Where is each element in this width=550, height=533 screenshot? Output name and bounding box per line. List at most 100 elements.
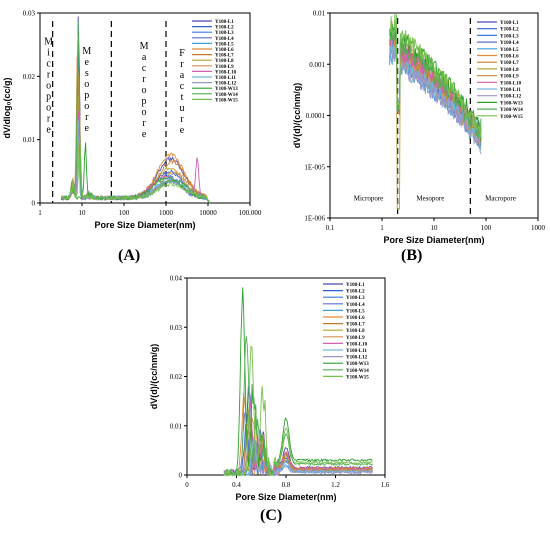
chart-c-legend-label: Y108-L4 <box>346 303 365 308</box>
chart-b-y-tick-label: 0.001 <box>309 61 325 69</box>
chart-a-x-tick-label: 1000 <box>159 209 174 217</box>
chart-c-legend-label: Y108-L9 <box>346 336 365 341</box>
chart-panel-c: 0 0.4 0.8 1.2 1.6 0 0.01 0.02 0.03 0.04 Pore Size … <box>149 270 410 528</box>
chart-b-region-label: Macropore <box>485 194 516 202</box>
chart-a-legend-label: Y108-L1 <box>215 20 234 25</box>
chart-a-legend-label: Y108-L7 <box>215 54 234 59</box>
chart-c-series-line <box>223 423 373 477</box>
chart-a-axes: 1 10 100 1000 10000 100.000 0 0.01 0.02 0.03 Pore … <box>2 10 262 231</box>
chart-b-region-label: Micropore <box>354 194 384 202</box>
chart-a-dividers <box>52 21 167 203</box>
chart-a-legend-label: Y108-L12 <box>215 82 237 87</box>
chart-b-y-tick-label: 1E-006 <box>304 215 325 223</box>
chart-b-legend-label: Y108-L5 <box>500 48 519 53</box>
chart-b-legend-label: Y108-W15 <box>500 115 523 120</box>
chart-a-legend-label: Y108-L6 <box>215 48 234 53</box>
chart-a-series-line <box>60 138 211 204</box>
chart-c-legend-label: Y108-W13 <box>346 362 369 367</box>
chart-b-series-line <box>389 47 482 155</box>
chart-a-x-tick-label: 100 <box>119 209 130 217</box>
chart-a-legend: Y108-L1Y108-L2Y108-L3Y108-L4Y108-L5Y108-… <box>192 20 238 103</box>
chart-b-legend-label: Y108-L6 <box>500 55 519 60</box>
chart-b-series-line <box>389 14 482 137</box>
chart-b-x-tick-label: 100 <box>481 224 492 232</box>
chart-b-x-tick-label: 1 <box>380 224 384 232</box>
chart-c-legend-label: Y108-L5 <box>346 309 365 314</box>
chart-c-legend-label: Y108-L8 <box>346 329 365 334</box>
chart-b-legend-label: Y108-L7 <box>500 61 519 66</box>
chart-c-series-line <box>223 418 373 476</box>
chart-a-y-tick-label: 0.02 <box>23 73 36 81</box>
caption-b: (B) <box>401 247 423 264</box>
chart-a-series-line <box>60 142 211 204</box>
caption-c: (C) <box>260 507 283 524</box>
chart-a-series <box>60 16 211 204</box>
chart-c-series <box>223 287 373 477</box>
chart-a-legend-label: Y108-W14 <box>215 93 238 98</box>
chart-b-legend-label: Y108-L4 <box>500 41 519 46</box>
chart-c-x-tick-label: 1.6 <box>381 481 390 489</box>
chart-c-y-tick-label: 0.04 <box>170 275 183 283</box>
chart-a-y-axis-label: dV/dlog₀(cc/g) <box>2 77 12 138</box>
chart-c-x-tick-label: 0 <box>185 481 189 489</box>
chart-a-legend-label: Y108-W13 <box>215 87 238 92</box>
chart-a-legend-label: Y108-L9 <box>215 65 234 70</box>
chart-c-y-axis-label: dV(d)/(cc/nm/g) <box>150 344 159 410</box>
chart-b-axes: 0.1 1 10 100 1000 1E-006 1E-005 0.0001 0.001 0.01… <box>292 10 546 246</box>
chart-b-legend-label: Y108-L12 <box>500 95 522 100</box>
chart-a-legend-label: Y108-L11 <box>215 76 236 81</box>
chart-c-x-tick-label: 1.2 <box>331 481 340 489</box>
chart-a-legend-label: Y108-L4 <box>215 37 234 42</box>
chart-b-x-tick-label: 1000 <box>531 224 546 232</box>
chart-c-legend-label: Y108-L3 <box>346 296 365 301</box>
chart-b-legend-label: Y108-L9 <box>500 75 519 80</box>
chart-c-series-line <box>224 445 373 477</box>
chart-c-x-tick-label: 0.4 <box>232 481 241 489</box>
chart-a-legend-label: Y108-L3 <box>215 31 234 36</box>
chart-b-legend-label: Y108-L10 <box>500 81 522 86</box>
chart-a-x-axis-label: Pore Size Diameter(nm) <box>94 220 195 230</box>
chart-a-y-tick-label: 0.01 <box>23 136 36 144</box>
chart-b-legend-label: Y108-W13 <box>500 101 523 106</box>
chart-a-legend-label: Y108-L2 <box>215 26 234 31</box>
chart-a-x-tick-label: 1 <box>38 209 42 217</box>
chart-panel-b: 0.1 1 10 100 1000 1E-006 1E-005 0.0001 0.001 0.01… <box>285 0 550 270</box>
chart-c-legend-label: Y108-L1 <box>346 283 365 288</box>
chart-c-y-tick-label: 0 <box>179 472 183 480</box>
chart-b-y-tick-label: 0.01 <box>313 10 326 18</box>
chart-b-svg: 0.1 1 10 100 1000 1E-006 1E-005 0.0001 0.001 0.01… <box>292 10 546 246</box>
chart-c-x-tick-label: 0.8 <box>282 481 291 489</box>
chart-c-legend-label: Y108-L10 <box>346 342 368 347</box>
chart-b-legend-label: Y108-L2 <box>500 28 519 33</box>
chart-c-y-tick-label: 0.03 <box>170 324 183 332</box>
chart-b-region-label: Mesopore <box>416 194 444 202</box>
chart-b-x-axis-label: Pore Size Diameter(nm) <box>383 235 484 245</box>
chart-c-y-tick-label: 0.01 <box>170 422 183 430</box>
chart-b-x-tick-label: 0.1 <box>326 224 335 232</box>
chart-b-y-tick-label: 1E-005 <box>304 163 325 171</box>
caption-a: (A) <box>118 247 141 264</box>
chart-c-legend-label: Y108-L11 <box>346 349 367 354</box>
chart-b-legend-label: Y108-L11 <box>500 88 521 93</box>
chart-a-y-tick-label: 0.03 <box>23 10 36 18</box>
chart-b-series <box>389 14 482 210</box>
chart-b-y-tick-label: 0.0001 <box>306 112 326 120</box>
chart-b-series-line <box>389 24 482 141</box>
chart-c-series-line <box>223 287 373 477</box>
chart-a-y-tick-label: 0 <box>32 200 36 208</box>
chart-c-legend-label: Y108-L2 <box>346 290 365 295</box>
chart-b-legend-label: Y108-L3 <box>500 34 519 39</box>
chart-c-y-tick-label: 0.02 <box>170 373 183 381</box>
chart-panel-a: 1 10 100 1000 10000 100.000 0 0.01 0.02 0.03 Pore … <box>0 0 275 270</box>
chart-c-axes: 0 0.4 0.8 1.2 1.6 0 0.01 0.02 0.03 0.04 Pore Size … <box>149 275 390 503</box>
chart-b-regions: Micropore Mesopore Macropore <box>354 194 516 202</box>
chart-c-legend-label: Y108-W14 <box>346 369 369 374</box>
chart-c-x-axis-label: Pore Size Diameter(nm) <box>235 492 336 502</box>
chart-a-legend-label: Y108-W15 <box>215 98 238 103</box>
